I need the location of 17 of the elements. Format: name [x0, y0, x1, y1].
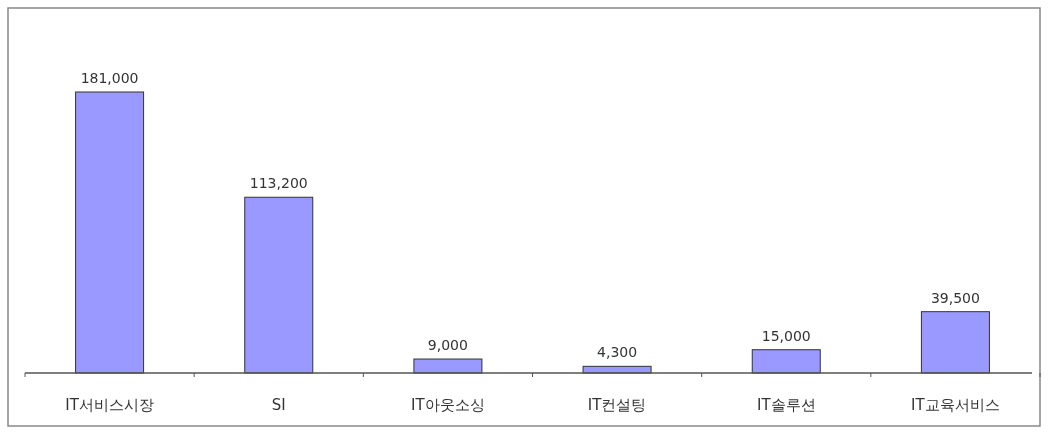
data-label: 4,300 — [597, 344, 638, 361]
data-label: 39,500 — [930, 289, 980, 306]
data-label: 15,000 — [761, 327, 811, 344]
bar — [75, 91, 145, 374]
bar — [244, 196, 314, 374]
data-label: 9,000 — [427, 337, 468, 354]
bar — [751, 349, 821, 374]
data-label: 181,000 — [80, 70, 139, 86]
bar — [413, 358, 483, 374]
x-tick-label: IT아웃소싱 — [411, 396, 485, 414]
x-tick-label: IT컨설팅 — [587, 396, 647, 414]
x-tick-label: IT서비스시장 — [65, 396, 154, 414]
x-tick-label: SI — [271, 396, 286, 414]
bar — [920, 311, 990, 374]
x-tick-label: IT교육서비스 — [911, 396, 1000, 414]
x-tick-label: IT솔루션 — [756, 396, 816, 414]
data-label: 113,200 — [249, 175, 308, 192]
